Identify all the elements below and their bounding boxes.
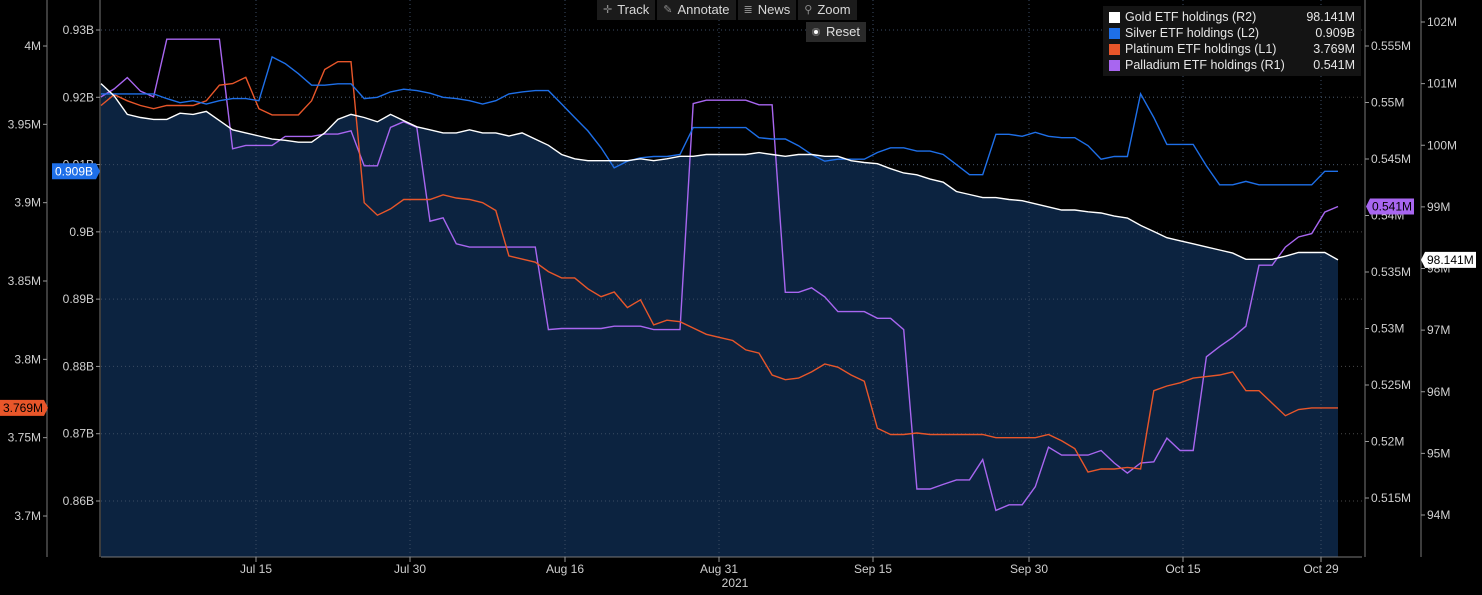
x-tick-label: Oct 29: [1303, 562, 1339, 576]
x-tick-label: Sep 15: [854, 562, 892, 576]
legend-name: Silver ETF holdings (L2): [1125, 26, 1260, 40]
y-tick-label-L1: 3.95M: [8, 117, 41, 131]
chart-toolbar: ✛ Track ✎ Annotate ≣ News ⚲ Zoom: [597, 0, 857, 20]
legend-name: Platinum ETF holdings (L1): [1125, 42, 1277, 56]
y-tick-label-R2: 97M: [1427, 323, 1450, 337]
legend-name: Gold ETF holdings (R2): [1125, 10, 1257, 24]
series-layer: [100, 0, 1339, 557]
y-tick-label-L2: 0.87B: [63, 427, 94, 441]
y-tick-label-L2: 0.92B: [63, 90, 94, 104]
annotate-button[interactable]: ✎ Annotate: [657, 0, 736, 20]
y-tick-label-R2: 101M: [1427, 77, 1457, 91]
y-tick-label-L1: 3.75M: [8, 431, 41, 445]
radio-icon: [812, 28, 820, 36]
y-tick-label-L2: 0.93B: [63, 23, 94, 37]
y-tick-label-L2: 0.86B: [63, 494, 94, 508]
y-tick-label-L1: 3.8M: [14, 352, 41, 366]
y-tick-label-R1: 0.55M: [1371, 96, 1404, 110]
axes-layer: 4M 3.95M 3.9M 3.85M 3.8M 3.75M 3.7M 0.93B 0.92B 0…: [8, 0, 1457, 558]
y-tick-label-R2: 95M: [1427, 446, 1450, 460]
crosshair-icon: ✛: [603, 4, 613, 16]
last-value-text-R1: 0.541M: [1372, 199, 1412, 213]
y-tick-label-L1: 4M: [24, 39, 41, 53]
y-tick-label-R1: 0.515M: [1371, 491, 1411, 505]
reset-label: Reset: [826, 24, 860, 39]
legend-value: 0.541M: [1313, 58, 1355, 72]
series-line-0: [100, 83, 1339, 261]
y-tick-label-L1: 3.7M: [14, 509, 41, 523]
x-tick-label: Jul 30: [394, 562, 426, 576]
legend-value: 3.769M: [1313, 42, 1355, 56]
track-label: Track: [617, 2, 650, 17]
legend-entry-platinum[interactable]: Platinum ETF holdings (L1) 3.769M: [1109, 41, 1355, 57]
y-tick-label-L2: 0.88B: [63, 359, 94, 373]
x-tick-label: Sep 30: [1010, 562, 1048, 576]
x-tick-label: Aug 31: [700, 562, 738, 576]
legend-entry-gold[interactable]: Gold ETF holdings (R2) 98.141M: [1109, 9, 1355, 25]
x-tick-label: Jul 15: [240, 562, 272, 576]
y-tick-label-R1: 0.535M: [1371, 265, 1411, 279]
legend-swatch: [1109, 43, 1120, 55]
news-label: News: [757, 2, 791, 17]
last-value-flag-R1: [1366, 198, 1414, 215]
series-line-2: [100, 61, 1338, 473]
track-button[interactable]: ✛ Track: [597, 0, 656, 20]
x-tick-label: Aug 16: [546, 562, 584, 576]
last-value-flag-R2: [1421, 251, 1476, 268]
legend-entry-palladium[interactable]: Palladium ETF holdings (R1) 0.541M: [1109, 57, 1355, 73]
legend-swatch: [1109, 27, 1120, 39]
x-tick-label: Oct 15: [1165, 562, 1201, 576]
zoom-label: Zoom: [817, 2, 851, 17]
series-line-1: [101, 55, 1338, 186]
y-tick-label-L1: 3.85M: [8, 274, 41, 288]
magnifier-icon: ⚲: [804, 4, 813, 16]
reset-button[interactable]: Reset: [806, 22, 866, 42]
y-tick-label-R2: 100M: [1427, 138, 1457, 152]
y-tick-label-R1: 0.53M: [1371, 322, 1404, 336]
last-value-text-L1: 3.769M: [3, 401, 43, 415]
legend-name: Palladium ETF holdings (R1): [1125, 58, 1285, 72]
y-tick-label-R2: 102M: [1427, 15, 1457, 29]
last-value-flag-L1: [0, 399, 48, 416]
legend-swatch: [1109, 59, 1120, 71]
last-value-flags: 0.909B 3.769M 0.541M 98.141M: [0, 163, 1476, 416]
pencil-icon: ✎: [663, 4, 673, 16]
y-tick-label-R2: 96M: [1427, 385, 1450, 399]
series-line-3: [100, 38, 1339, 512]
news-icon: ≣: [743, 4, 753, 16]
legend: Gold ETF holdings (R2) 98.141M Silver ETF…: [1103, 6, 1361, 76]
last-value-text-L2: 0.909B: [55, 164, 93, 178]
x-axis: Jul 15 Jul 30 Aug 16 Aug 31 Sep 15 Sep 30 Oct …: [240, 557, 1339, 590]
last-value-text-R2: 98.141M: [1427, 253, 1474, 267]
y-tick-label-R1: 0.545M: [1371, 152, 1411, 166]
legend-value: 0.909B: [1315, 26, 1355, 40]
y-tick-label-L1: 3.9M: [14, 196, 41, 210]
y-tick-label-R1: 0.525M: [1371, 378, 1411, 392]
annotate-label: Annotate: [677, 2, 730, 17]
legend-value: 98.141M: [1306, 10, 1355, 24]
zoom-button[interactable]: ⚲ Zoom: [798, 0, 857, 20]
legend-swatch: [1109, 11, 1120, 23]
y-tick-label-L2: 0.9B: [69, 225, 94, 239]
y-tick-label-L2: 0.89B: [63, 292, 94, 306]
legend-entry-silver[interactable]: Silver ETF holdings (L2) 0.909B: [1109, 25, 1355, 41]
news-button[interactable]: ≣ News: [737, 0, 797, 20]
x-axis-label: 2021: [722, 576, 749, 590]
y-tick-label-R2: 99M: [1427, 200, 1450, 214]
y-tick-label-R1: 0.555M: [1371, 39, 1411, 53]
y-tick-label-R1: 0.52M: [1371, 435, 1404, 449]
y-tick-label-R2: 94M: [1427, 508, 1450, 522]
last-value-flag-L2: [52, 163, 100, 180]
